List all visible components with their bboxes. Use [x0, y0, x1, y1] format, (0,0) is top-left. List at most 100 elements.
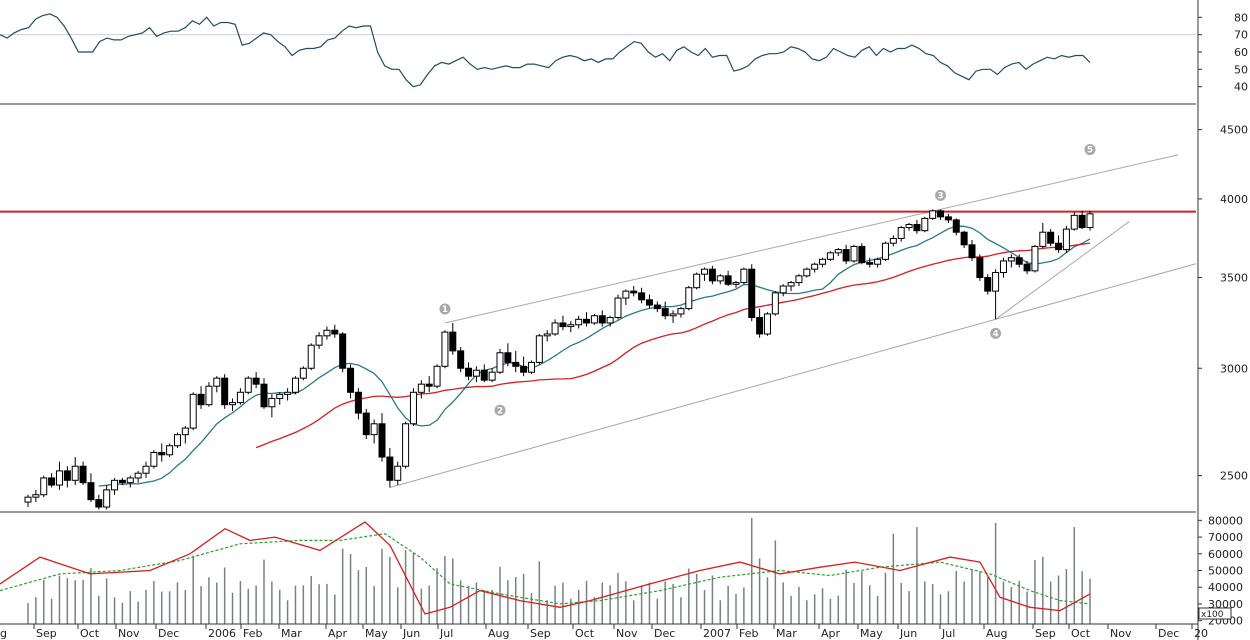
candle-body: [1039, 231, 1047, 247]
candle-body: [937, 210, 945, 218]
wave-label: 5: [1084, 144, 1096, 156]
candle-body: [748, 268, 756, 319]
x-tick-label: Jun: [899, 627, 917, 640]
price-tick-label: 3500: [1220, 272, 1248, 285]
candlestick: [1015, 254, 1023, 268]
candlestick: [268, 394, 276, 418]
candle-body: [708, 268, 716, 282]
candlestick: [1007, 254, 1015, 268]
candlestick: [63, 466, 71, 488]
candlestick: [748, 264, 756, 322]
candlestick: [386, 447, 394, 488]
candlestick: [48, 473, 56, 488]
candle-body: [95, 499, 103, 508]
price-panel: 1 2 3 4 5: [0, 144, 1197, 510]
candle-body: [551, 322, 559, 335]
candlestick: [803, 267, 811, 278]
candlestick: [740, 267, 748, 285]
candle-body: [181, 427, 189, 436]
x-tick-label: 2006: [208, 627, 236, 640]
candlestick: [362, 408, 370, 440]
candle-body: [24, 496, 32, 503]
candlestick: [480, 364, 488, 383]
candle-body: [685, 287, 693, 310]
candlestick: [992, 269, 1000, 320]
candle-body: [819, 258, 827, 265]
candlestick: [260, 378, 268, 409]
candlestick: [394, 461, 402, 486]
candlestick: [999, 257, 1007, 278]
candlestick: [913, 219, 921, 234]
candle-body: [402, 423, 410, 467]
x-tick-label: Oct: [80, 627, 100, 640]
candle-body: [905, 223, 913, 229]
candlestick: [984, 274, 992, 295]
candlestick: [315, 332, 323, 349]
candlestick: [732, 280, 740, 288]
candlestick: [826, 251, 834, 261]
candlestick: [866, 257, 874, 268]
volume-tick-label: 50000: [1208, 565, 1243, 578]
candle-body: [236, 391, 244, 404]
candlestick: [40, 475, 48, 498]
candle-body: [803, 268, 811, 277]
candle-body: [433, 365, 441, 387]
candle-body: [543, 333, 551, 337]
price-tick-label: 4500: [1220, 124, 1248, 137]
candle-body: [677, 308, 685, 315]
candlestick: [590, 313, 598, 325]
candlestick: [645, 294, 653, 309]
x-tick-label: Aug: [488, 627, 509, 640]
candle-body: [55, 470, 63, 486]
candle-body: [158, 451, 166, 456]
candlestick: [960, 230, 968, 249]
wave-marker: [1084, 144, 1096, 156]
candle-body: [252, 377, 260, 385]
candlestick: [87, 473, 95, 503]
candle-body: [779, 285, 787, 294]
candle-body: [1062, 228, 1070, 251]
candle-body: [417, 383, 425, 393]
candlestick: [708, 265, 716, 285]
candlestick: [32, 489, 40, 503]
candle-body: [32, 494, 40, 498]
candlestick: [402, 421, 410, 469]
candle-body: [1031, 245, 1039, 272]
lower-channel-line: [389, 263, 1197, 488]
candlestick: [221, 374, 229, 409]
candle-body: [850, 245, 858, 262]
candle-body: [347, 367, 355, 393]
candle-body: [284, 391, 292, 395]
candlestick: [449, 322, 457, 355]
candlestick: [583, 312, 591, 327]
candle-body: [732, 282, 740, 285]
candle-body: [472, 369, 480, 377]
candle-body: [693, 273, 701, 289]
candle-body: [858, 245, 866, 264]
candlestick: [1086, 210, 1094, 231]
candlestick: [897, 226, 905, 242]
indicator-tick-label: 80: [1234, 11, 1248, 24]
volume-oscillator-line: [0, 521, 1091, 615]
candlestick: [638, 287, 646, 304]
candlestick: [244, 376, 252, 395]
candle-body: [701, 268, 709, 275]
candle-body: [913, 223, 921, 232]
candle-body: [520, 365, 528, 373]
candlestick: [952, 218, 960, 236]
x-tick-label: 20: [1194, 627, 1208, 640]
volume-signal-line: [0, 533, 1091, 605]
price-tick-label: 3000: [1220, 362, 1248, 375]
candlestick: [551, 319, 559, 336]
candlestick: [787, 280, 795, 292]
indicator-tick-label: 50: [1234, 63, 1248, 76]
volume-tick-label: 40000: [1208, 581, 1243, 594]
candlestick: [118, 477, 126, 486]
candlestick: [1031, 244, 1039, 273]
candlestick: [874, 257, 882, 268]
x-tick-label: Apr: [821, 627, 841, 640]
candle-body: [260, 383, 268, 408]
candle-body: [126, 477, 134, 484]
candle-body: [866, 262, 874, 265]
candlestick: [24, 494, 32, 508]
